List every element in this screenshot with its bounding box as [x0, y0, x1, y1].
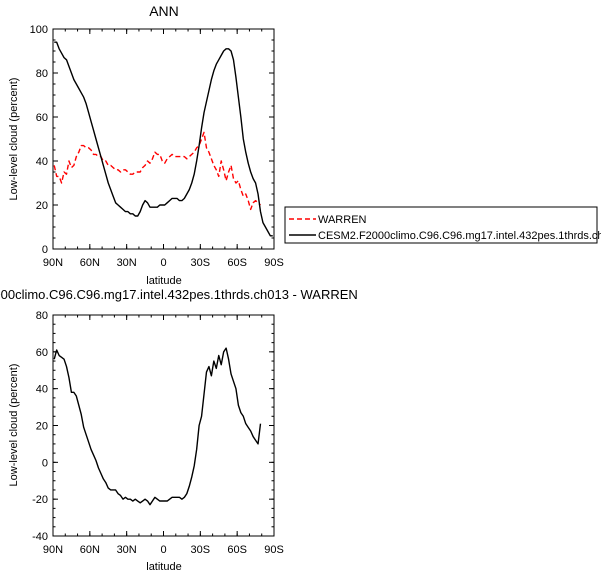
y-tick-label: 80	[36, 68, 48, 80]
x-tick-label: 30N	[117, 544, 137, 556]
y-tick-label: 40	[36, 156, 48, 168]
y-tick-label: 100	[30, 24, 48, 36]
bottom-panel: F2000climo.C96.C96.mg17.intel.432pes.1th…	[0, 287, 358, 573]
top-series-line-warren	[53, 131, 261, 211]
x-tick-label: 90N	[43, 257, 63, 269]
x-tick-label: 0	[160, 257, 166, 269]
top-series-line-cesm2	[54, 41, 273, 237]
legend: WARREN CESM2.F2000climo.C96.C96.mg17.int…	[284, 206, 601, 244]
bottom-chart-title: F2000climo.C96.C96.mg17.intel.432pes.1th…	[0, 287, 358, 302]
bottom-ticks: 90N 60N 30N 0 30S 60S 90S -40 -20 0 20 40 60 80	[32, 310, 284, 556]
x-tick-label: 30S	[191, 257, 211, 269]
x-tick-label: 60S	[227, 257, 247, 269]
y-tick-label: 40	[36, 384, 48, 396]
x-tick-label: 0	[160, 544, 166, 556]
x-tick-label: 60N	[80, 544, 100, 556]
x-tick-label: 30S	[191, 544, 211, 556]
legend-box	[284, 206, 598, 244]
top-ticks: 90N 60N 30N 0 30S 60S 90S 0 20 40 60 80 100	[30, 24, 284, 269]
top-y-axis-label: Low-level cloud (percent)	[8, 78, 20, 201]
y-tick-label: 60	[36, 112, 48, 124]
y-tick-label: 20	[36, 421, 48, 433]
bottom-plot-frame	[52, 314, 275, 537]
x-tick-label: 90S	[264, 257, 284, 269]
x-tick-label: 60S	[227, 544, 247, 556]
bottom-y-axis-label: Low-level cloud (percent)	[8, 364, 20, 487]
legend-label-warren: WARREN	[318, 214, 367, 226]
x-tick-label: 60N	[80, 257, 100, 269]
top-x-axis-label: latitude	[146, 275, 181, 287]
y-tick-label: 0	[42, 244, 48, 256]
bottom-series-line-difference	[53, 347, 262, 506]
y-tick-label: 60	[36, 347, 48, 359]
x-tick-label: 90S	[264, 544, 284, 556]
bottom-data-lines	[53, 347, 262, 506]
y-tick-label: -40	[32, 531, 48, 543]
y-tick-label: -20	[32, 494, 48, 506]
top-panel: ANN Low-level cloud (percent) latitude 9…	[8, 3, 284, 287]
y-tick-label: 80	[36, 310, 48, 322]
top-plot-frame	[52, 28, 275, 250]
legend-label-cesm2: CESM2.F2000climo.C96.C96.mg17.intel.432p…	[318, 230, 601, 242]
x-tick-label: 30N	[117, 257, 137, 269]
top-data-lines	[53, 41, 273, 237]
top-chart-title: ANN	[149, 3, 179, 19]
bottom-x-axis-label: latitude	[146, 561, 181, 573]
y-tick-label: 0	[42, 457, 48, 469]
x-tick-label: 90N	[43, 544, 63, 556]
y-tick-label: 20	[36, 200, 48, 212]
